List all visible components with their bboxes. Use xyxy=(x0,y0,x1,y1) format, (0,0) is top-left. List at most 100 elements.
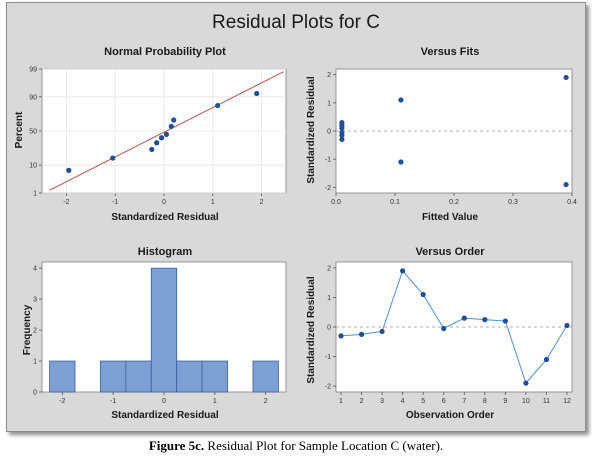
fits-data-point xyxy=(398,97,404,103)
histogram-plot: -2 -1 0 1 2 0 1 2 3 4 xyxy=(33,261,287,405)
order-y-tick-label: 1 xyxy=(327,295,331,302)
order-data-point xyxy=(543,356,550,363)
caption-text: Residual Plot for Sample Location C (wat… xyxy=(204,438,444,453)
fits-plot-xlabel: Fitted Value xyxy=(422,212,479,223)
histogram-x-tick-label: 0 xyxy=(162,398,166,405)
order-x-tick-label: 3 xyxy=(380,398,384,405)
histogram-bar xyxy=(201,360,228,393)
order-plot-ylabel: Standardized Residual xyxy=(306,276,317,383)
order-x-tick-label: 6 xyxy=(442,398,446,405)
histogram-x-tick-label: -2 xyxy=(59,398,65,405)
order-y-tick-label: -1 xyxy=(325,354,331,361)
histogram-bar xyxy=(176,360,203,393)
order-x-tick-label: 9 xyxy=(503,398,507,405)
fits-data-point xyxy=(339,132,345,138)
normal-data-point xyxy=(168,123,174,129)
normal-data-point xyxy=(66,167,72,173)
fits-x-tick-label: 0.3 xyxy=(508,199,518,206)
normal-data-point xyxy=(154,140,160,146)
histogram-y-tick-label: 4 xyxy=(33,266,37,273)
normal-data-point xyxy=(163,131,170,137)
normal-data-point xyxy=(158,135,165,141)
order-data-point xyxy=(379,328,385,335)
order-x-tick-label: 10 xyxy=(522,398,530,405)
fits-data-point xyxy=(339,125,345,131)
histogram-y-tick-label: 3 xyxy=(33,297,37,304)
normal-x-tick-label: 0 xyxy=(162,199,166,206)
fits-data-point xyxy=(339,136,345,143)
fits-x-tick-label: 0.1 xyxy=(390,199,400,206)
fits-data-point xyxy=(563,74,569,81)
order-y-tick-label: 0 xyxy=(327,325,331,332)
normal-x-tick-label: 2 xyxy=(260,199,264,206)
order-data-point xyxy=(338,333,344,339)
order-data-point xyxy=(420,291,426,298)
normal-probability-plot: -2 -1 0 1 2 1 10 50 90 99 xyxy=(29,67,287,206)
order-x-tick-label: 8 xyxy=(483,398,487,405)
fits-data-point xyxy=(563,181,569,188)
fits-data-point xyxy=(398,159,404,165)
order-y-tick-label: -2 xyxy=(325,384,331,391)
order-plot-xlabel: Observation Order xyxy=(406,410,494,421)
order-data-point xyxy=(482,317,488,323)
histogram-y-tick-label: 2 xyxy=(33,328,37,335)
order-data-point xyxy=(461,315,467,321)
order-data-point xyxy=(400,268,406,274)
order-x-tick-label: 4 xyxy=(401,398,405,405)
order-plot-title: Versus Order xyxy=(415,246,485,258)
normal-x-tick-label: -2 xyxy=(63,199,69,206)
fits-y-tick-label: 0 xyxy=(327,129,331,136)
normal-fit-line xyxy=(49,71,284,191)
histogram-title: Histogram xyxy=(138,246,193,258)
order-x-tick-label: 5 xyxy=(421,398,425,405)
histogram-x-tick-label: -1 xyxy=(110,398,116,405)
normal-data-point xyxy=(215,102,221,109)
normal-y-tick-label: 99 xyxy=(29,67,37,74)
versus-fits-plot: 0.0 0.1 0.2 0.3 0.4 2 1 0 -1 -2 xyxy=(325,68,577,206)
order-series-line xyxy=(340,269,568,385)
normal-data-point xyxy=(110,155,116,161)
order-data-point xyxy=(358,331,365,337)
fits-y-tick-label: -2 xyxy=(325,185,331,192)
normal-plot-ylabel: Percent xyxy=(14,111,25,148)
fits-x-tick-label: 0.0 xyxy=(331,199,341,206)
histogram-x-tick-label: 2 xyxy=(264,398,268,405)
histogram-bar xyxy=(150,267,178,393)
normal-y-tick-label: 10 xyxy=(29,163,37,170)
fits-y-tick-label: 2 xyxy=(327,72,331,79)
normal-data-point xyxy=(149,146,155,153)
fits-y-tick-label: 1 xyxy=(327,100,331,107)
fits-plot-area xyxy=(335,68,573,194)
histogram-xlabel: Standardized Residual xyxy=(111,410,218,421)
normal-y-tick-label: 50 xyxy=(29,129,37,136)
caption-label: Figure 5c. xyxy=(148,438,205,453)
histogram-bar xyxy=(49,360,76,393)
normal-x-tick-label: -1 xyxy=(112,199,118,206)
order-x-tick-label: 1 xyxy=(339,398,343,405)
histogram-ylabel: Frequency xyxy=(22,304,33,355)
fits-x-tick-label: 0.4 xyxy=(567,199,577,206)
order-x-tick-label: 7 xyxy=(462,398,466,405)
normal-x-tick-label: 1 xyxy=(211,199,215,206)
histogram-y-tick-label: 1 xyxy=(33,359,37,366)
figure-title: Residual Plots for C xyxy=(212,12,380,33)
normal-plot-xlabel: Standardized Residual xyxy=(111,212,218,223)
histogram-y-tick-label: 0 xyxy=(33,390,37,397)
order-data-point xyxy=(523,380,529,386)
normal-y-tick-label: 1 xyxy=(33,191,37,198)
order-x-tick-label: 12 xyxy=(563,398,571,405)
fits-plot-ylabel: Standardized Residual xyxy=(306,76,317,183)
order-data-point xyxy=(441,325,447,332)
fits-y-tick-label: -1 xyxy=(325,157,331,164)
order-data-point xyxy=(502,318,508,324)
histogram-bar xyxy=(252,360,279,393)
histogram-x-tick-label: 1 xyxy=(213,398,217,405)
fits-x-tick-label: 0.2 xyxy=(449,199,459,206)
order-data-point xyxy=(564,322,570,329)
order-x-tick-label: 11 xyxy=(543,398,550,405)
normal-y-tick-label: 90 xyxy=(29,94,37,101)
histogram-bar xyxy=(125,360,152,393)
fits-plot-title: Versus Fits xyxy=(421,46,480,58)
